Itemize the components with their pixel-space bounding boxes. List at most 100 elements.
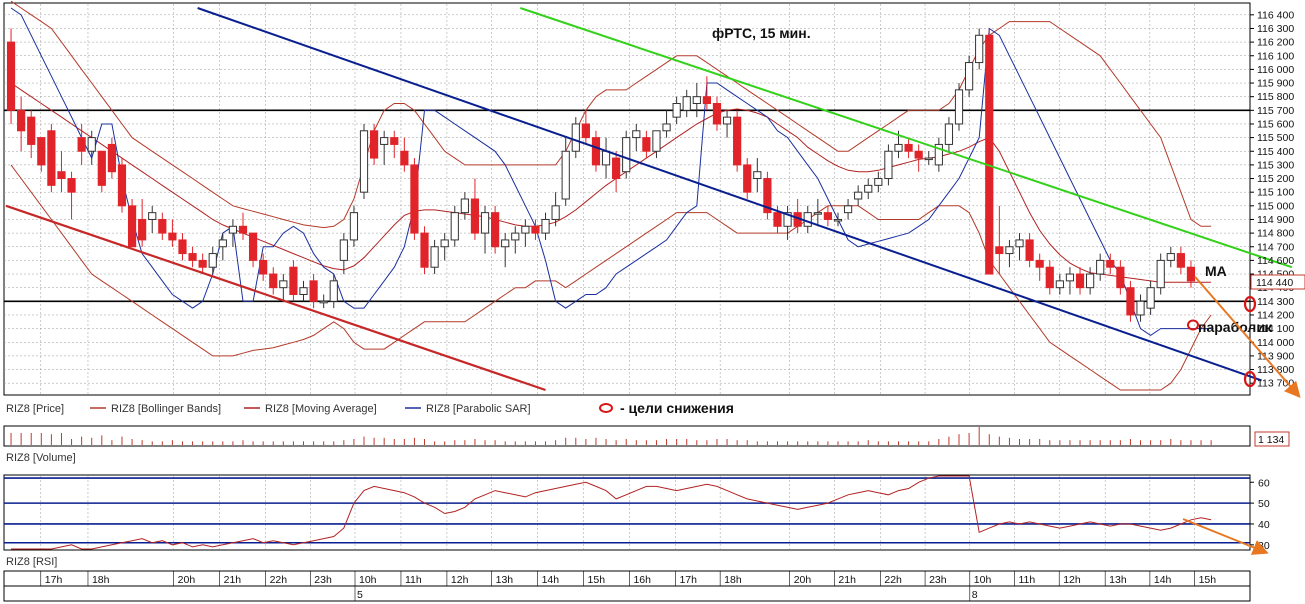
candle-body — [1005, 246, 1014, 255]
time-label: 16h — [633, 574, 651, 586]
candle-body — [319, 300, 328, 304]
legend-rsi: RIZ8 [RSI] — [6, 556, 57, 568]
price-tick-label: 115 800 — [1257, 91, 1294, 103]
parabolic-sar-line — [10, 7, 1212, 337]
candle-body — [420, 232, 429, 268]
price-tick-label: 115 000 — [1257, 200, 1294, 212]
candle-body — [380, 137, 389, 145]
candle-body — [531, 225, 540, 234]
candle-body — [410, 164, 419, 234]
candle-body — [117, 164, 127, 207]
candle-body — [581, 123, 590, 139]
resistance-trend-line — [520, 7, 1293, 269]
rsi-forecast-arrow — [1182, 518, 1269, 555]
price-panel-frame — [3, 2, 1251, 396]
candle-body — [995, 246, 1004, 255]
candle-body — [894, 143, 903, 152]
candle-body — [1176, 253, 1185, 268]
candle-body — [733, 116, 742, 166]
candle-body — [309, 280, 318, 302]
candle-body — [833, 218, 843, 222]
price-tick-label: 113 900 — [1257, 350, 1294, 362]
price-tick-label: 115 500 — [1257, 132, 1294, 144]
time-label: 20h — [794, 574, 812, 586]
candle-body — [864, 184, 873, 193]
candle-body — [470, 198, 480, 234]
candle-body — [1156, 259, 1165, 289]
candle-body — [77, 137, 86, 152]
candle-body — [884, 150, 893, 180]
volume-value-box — [1254, 431, 1290, 447]
moving-average-line — [10, 82, 1212, 283]
candle-body — [823, 212, 833, 220]
down-channel-line — [197, 7, 1262, 382]
candle-body — [501, 239, 510, 248]
time-label: 12h — [1063, 574, 1081, 586]
price-tick-label: 114 300 — [1257, 296, 1294, 308]
time-label: 10h — [359, 574, 377, 586]
candle-body — [480, 212, 490, 234]
rsi-tick-label: 50 — [1258, 498, 1270, 510]
legend-ma: RIZ8 [Moving Average] — [265, 403, 377, 415]
candle-body — [1035, 259, 1044, 268]
bollinger-upper-line — [10, 0, 1212, 229]
time-label: 15h — [588, 574, 606, 586]
candle-body — [1106, 259, 1115, 268]
time-label: 14h — [1154, 574, 1172, 586]
candle-body — [1025, 239, 1034, 261]
candle-body — [783, 212, 792, 227]
candle-body — [269, 273, 278, 289]
candle-body — [924, 157, 933, 161]
candle-body — [702, 96, 711, 105]
candle-body — [1075, 273, 1085, 289]
time-label: 15h — [1199, 574, 1217, 586]
time-label: 12h — [451, 574, 469, 586]
time-label: 18h — [92, 574, 110, 586]
time-label: 17h — [45, 574, 63, 586]
candle-body — [208, 253, 217, 268]
candle-body — [188, 253, 197, 261]
price-tick-label: 115 600 — [1257, 118, 1294, 130]
candle-body — [359, 130, 369, 193]
candle-body — [521, 225, 530, 234]
time-label: 23h — [314, 574, 332, 586]
candle-body — [430, 246, 439, 268]
candle-body — [178, 239, 187, 255]
candle-body — [803, 212, 812, 227]
candle-body — [339, 239, 348, 261]
candle-body — [1116, 266, 1125, 289]
date-label: 8 — [972, 589, 978, 601]
candle-body — [228, 225, 238, 234]
trendlines — [5, 7, 1293, 392]
price-legend: RIZ8 [Price] RIZ8 [Bollinger Bands] RIZ8… — [6, 400, 734, 416]
time-label: 21h — [224, 574, 242, 586]
legend-targets: - цели снижения — [620, 400, 734, 416]
candle-body — [440, 239, 449, 248]
ma-annotation: МА — [1205, 263, 1227, 279]
candle-body — [944, 123, 954, 145]
candle-body — [198, 259, 207, 268]
candle-body — [97, 150, 106, 186]
candle-body — [985, 34, 994, 275]
candle-body — [127, 205, 137, 248]
support-trend-line — [5, 204, 546, 392]
candle-body — [712, 103, 722, 125]
candle-body — [47, 130, 56, 186]
time-label: 22h — [884, 574, 902, 586]
candle-body — [642, 137, 651, 152]
candle-body — [571, 123, 580, 152]
time-label: 13h — [496, 574, 514, 586]
candle-body — [672, 103, 681, 118]
time-label: 10h — [974, 574, 992, 586]
candle-body — [561, 150, 570, 200]
parabolic-annotation: параболик — [1198, 319, 1273, 335]
volume-panel-frame — [3, 425, 1251, 447]
price-tick-label: 114 100 — [1257, 323, 1294, 335]
candle-body — [1055, 280, 1064, 289]
price-tick-label: 116 200 — [1257, 37, 1294, 49]
forecast-overlays — [1182, 276, 1301, 555]
candle-body — [450, 212, 459, 241]
candle-body — [632, 130, 641, 139]
